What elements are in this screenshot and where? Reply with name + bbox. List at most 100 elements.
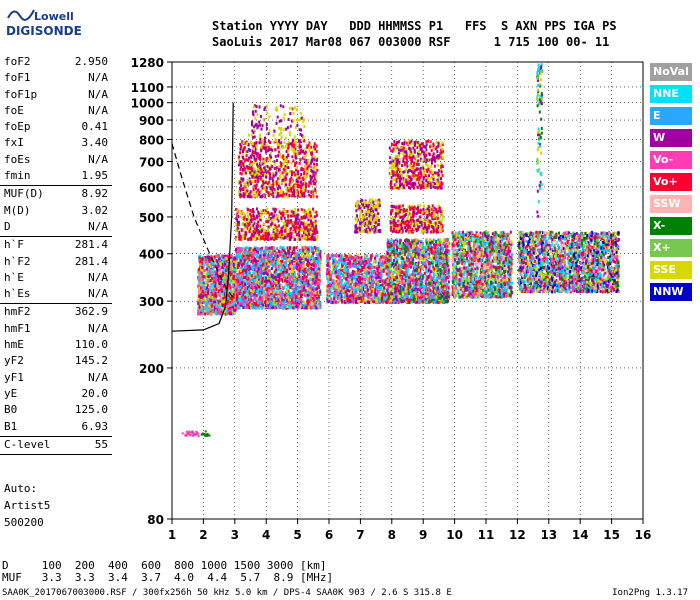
echo-point xyxy=(360,284,363,288)
echo-point xyxy=(214,284,217,288)
echo-point xyxy=(229,296,232,300)
echo-point xyxy=(199,265,202,269)
echo-point xyxy=(228,298,231,302)
echo-point xyxy=(219,300,222,304)
echo-point xyxy=(212,257,215,261)
echo-point xyxy=(211,290,214,294)
echo-point xyxy=(294,299,297,303)
echo-point xyxy=(326,259,328,263)
echo-point xyxy=(206,306,209,310)
echo-point xyxy=(279,294,282,298)
echo-point xyxy=(243,257,246,261)
echo-point xyxy=(206,297,209,301)
echo-point xyxy=(281,305,284,309)
echo-point xyxy=(215,288,218,291)
echo-point xyxy=(328,297,331,301)
echo-point xyxy=(227,296,230,300)
echo-point xyxy=(213,261,216,265)
echo-point xyxy=(205,300,208,304)
echo-point xyxy=(299,298,302,302)
echo-point xyxy=(337,254,340,258)
echo-point xyxy=(229,311,232,315)
echo-point xyxy=(360,281,363,285)
echo-point xyxy=(282,287,285,291)
echo-point xyxy=(374,280,377,284)
echo-point xyxy=(283,265,286,269)
echo-point xyxy=(223,260,226,264)
echo-point xyxy=(258,274,261,277)
echo-point xyxy=(225,266,228,270)
echo-point xyxy=(378,293,381,297)
echo-point xyxy=(346,269,349,273)
echo-point xyxy=(213,289,216,293)
echo-point xyxy=(237,254,240,258)
echo-point xyxy=(247,256,250,260)
echo-point xyxy=(291,246,293,250)
echo-point xyxy=(258,261,261,265)
echo-point xyxy=(285,283,288,287)
echo-point xyxy=(334,260,337,264)
echo-point xyxy=(239,285,242,289)
echo-point xyxy=(292,294,295,298)
echo-point xyxy=(289,264,292,268)
echo-point xyxy=(225,309,228,313)
echo-point xyxy=(319,255,322,259)
echo-point xyxy=(208,258,211,262)
echo-point xyxy=(246,270,249,274)
echo-point xyxy=(266,300,269,304)
echo-point xyxy=(296,272,299,276)
echo-point xyxy=(197,302,200,306)
echo-point xyxy=(203,306,206,310)
echo-point xyxy=(282,246,285,249)
echo-point xyxy=(329,278,332,282)
echo-point xyxy=(257,293,260,297)
echo-point xyxy=(257,267,260,271)
echo-point xyxy=(232,292,235,296)
echo-point xyxy=(355,299,357,303)
echo-point xyxy=(300,287,303,291)
echo-point xyxy=(281,294,284,298)
echo-point xyxy=(379,291,382,295)
echo-point xyxy=(300,249,303,253)
echo-point xyxy=(264,300,266,304)
echo-point xyxy=(301,300,304,303)
echo-point xyxy=(252,264,255,267)
echo-point xyxy=(222,273,225,277)
echo-point xyxy=(227,258,230,261)
echo-point xyxy=(340,282,343,286)
echo-point xyxy=(266,279,269,283)
echo-point xyxy=(361,277,364,281)
echo-point xyxy=(207,278,210,281)
echo-point xyxy=(197,307,200,311)
echo-point xyxy=(292,248,295,252)
echo-point xyxy=(305,305,308,309)
echo-point xyxy=(206,270,209,274)
echo-point xyxy=(212,286,215,290)
echo-point xyxy=(230,267,233,271)
echo-point xyxy=(204,302,207,306)
echo-point xyxy=(218,308,220,312)
echo-point xyxy=(316,298,319,302)
echo-point xyxy=(348,262,351,266)
echo-point xyxy=(364,278,367,282)
echo-point xyxy=(330,274,333,278)
echo-point xyxy=(199,260,202,263)
echo-point xyxy=(220,292,223,296)
echo-point xyxy=(202,296,205,300)
echo-point xyxy=(351,294,353,298)
echo-point xyxy=(212,284,215,287)
echo-point xyxy=(247,270,250,274)
echo-point xyxy=(361,274,364,278)
echo-point xyxy=(206,281,209,285)
echo-point xyxy=(218,271,221,275)
echo-point xyxy=(227,263,230,267)
echo-point xyxy=(229,280,232,284)
echo-point xyxy=(221,288,224,292)
echo-point xyxy=(222,267,225,271)
echo-point xyxy=(293,257,296,260)
echo-point xyxy=(299,279,302,283)
echo-point xyxy=(262,256,265,260)
echo-point xyxy=(281,247,284,251)
echo-point xyxy=(233,280,236,284)
echo-point xyxy=(248,250,251,254)
